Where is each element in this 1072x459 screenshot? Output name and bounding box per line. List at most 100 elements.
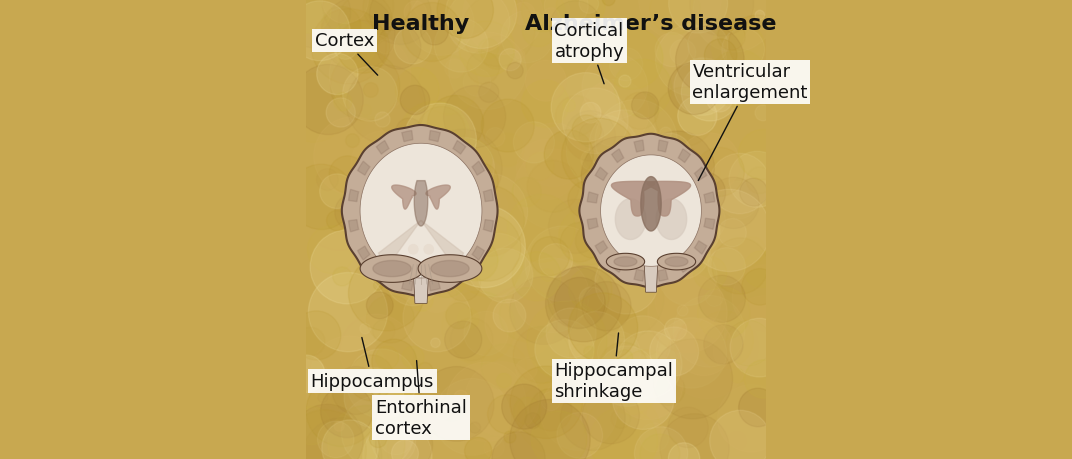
Circle shape (397, 181, 452, 237)
Circle shape (614, 60, 672, 118)
Circle shape (331, 391, 351, 409)
Circle shape (287, 355, 325, 392)
Circle shape (582, 55, 647, 120)
Polygon shape (358, 162, 370, 176)
Circle shape (280, 74, 348, 143)
Circle shape (525, 226, 600, 302)
Circle shape (595, 174, 632, 211)
Circle shape (387, 413, 465, 459)
Circle shape (376, 347, 399, 369)
Circle shape (346, 349, 416, 418)
Circle shape (316, 54, 358, 95)
Circle shape (526, 153, 554, 181)
Circle shape (581, 137, 660, 216)
Circle shape (718, 219, 746, 247)
Circle shape (562, 119, 637, 194)
Circle shape (668, 407, 709, 448)
Polygon shape (634, 269, 644, 281)
Circle shape (453, 215, 521, 281)
Circle shape (449, 33, 526, 110)
Circle shape (516, 359, 537, 381)
Circle shape (582, 387, 639, 444)
Polygon shape (358, 246, 370, 260)
Circle shape (488, 395, 526, 434)
Circle shape (326, 99, 355, 128)
Circle shape (370, 430, 387, 448)
Circle shape (515, 150, 594, 230)
Circle shape (286, 0, 331, 34)
Circle shape (566, 116, 639, 188)
Circle shape (517, 0, 569, 39)
Circle shape (333, 94, 352, 112)
Circle shape (710, 410, 771, 459)
Circle shape (561, 386, 625, 450)
Polygon shape (472, 246, 485, 260)
Text: Healthy: Healthy (372, 14, 470, 34)
Circle shape (620, 350, 671, 401)
Circle shape (617, 350, 632, 365)
Circle shape (374, 386, 415, 426)
Circle shape (725, 296, 805, 377)
Circle shape (408, 141, 442, 174)
Circle shape (746, 168, 773, 194)
Circle shape (329, 157, 367, 194)
Circle shape (674, 59, 731, 116)
Circle shape (329, 35, 411, 117)
Circle shape (373, 320, 394, 342)
Circle shape (465, 362, 539, 436)
Circle shape (556, 0, 605, 31)
Circle shape (302, 177, 376, 251)
Circle shape (712, 238, 769, 294)
Circle shape (403, 156, 462, 214)
Text: Cortical
atrophy: Cortical atrophy (554, 22, 624, 84)
Circle shape (436, 407, 449, 420)
Polygon shape (402, 280, 413, 291)
Circle shape (721, 29, 764, 72)
Circle shape (463, 163, 498, 199)
Polygon shape (634, 141, 644, 153)
Circle shape (622, 93, 658, 130)
Circle shape (446, 0, 517, 49)
Circle shape (513, 403, 595, 459)
Circle shape (704, 325, 743, 364)
Circle shape (639, 0, 721, 41)
Circle shape (354, 223, 383, 252)
Circle shape (317, 392, 328, 403)
Text: Hippocampus: Hippocampus (311, 338, 434, 390)
Circle shape (507, 195, 576, 263)
Circle shape (464, 437, 492, 459)
Circle shape (443, 155, 485, 196)
Circle shape (729, 152, 785, 208)
Circle shape (530, 389, 571, 431)
Circle shape (343, 67, 398, 122)
Circle shape (370, 0, 431, 45)
Circle shape (496, 373, 511, 388)
Circle shape (590, 407, 657, 459)
Circle shape (580, 103, 601, 124)
Polygon shape (595, 241, 608, 255)
Circle shape (619, 178, 672, 232)
Circle shape (717, 23, 745, 51)
Circle shape (285, 386, 344, 445)
Text: Ventricular
enlargement: Ventricular enlargement (693, 63, 808, 181)
Circle shape (740, 179, 768, 207)
Circle shape (527, 301, 607, 381)
Circle shape (420, 18, 448, 46)
Circle shape (653, 339, 732, 419)
Circle shape (470, 422, 480, 433)
Circle shape (437, 0, 493, 39)
Circle shape (569, 312, 625, 368)
Circle shape (387, 184, 426, 222)
Circle shape (545, 0, 589, 28)
Circle shape (466, 234, 530, 297)
Circle shape (659, 128, 672, 140)
Circle shape (435, 138, 494, 197)
Circle shape (420, 177, 465, 221)
Circle shape (686, 156, 719, 190)
Circle shape (597, 332, 640, 375)
Circle shape (509, 400, 591, 459)
Circle shape (360, 324, 370, 334)
Circle shape (517, 382, 587, 453)
Circle shape (615, 316, 671, 372)
Circle shape (502, 384, 547, 429)
